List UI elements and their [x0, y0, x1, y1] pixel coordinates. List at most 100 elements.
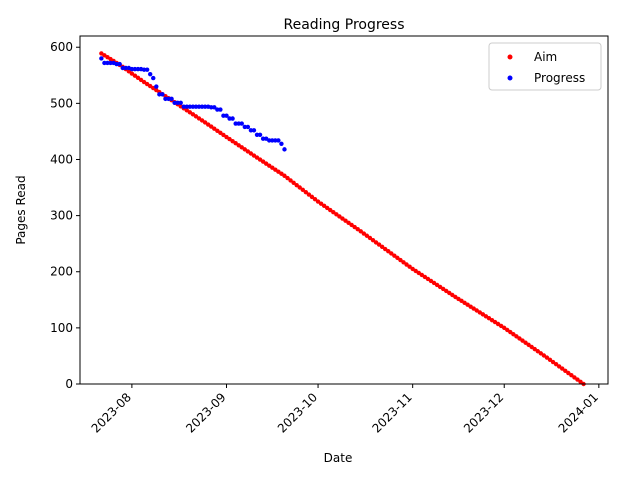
data-point [541, 353, 547, 358]
data-point [569, 373, 574, 378]
data-point [257, 132, 263, 137]
data-point [566, 370, 571, 376]
data-point [514, 334, 519, 339]
data-point [401, 260, 406, 265]
data-point [505, 327, 510, 333]
data-point [297, 185, 302, 190]
data-point [544, 355, 550, 360]
y-axis-label: Pages Read [14, 175, 28, 244]
data-point [321, 203, 327, 209]
data-point [294, 182, 299, 188]
data-point [144, 67, 150, 72]
data-point [227, 116, 232, 121]
data-point [196, 104, 202, 109]
data-point [578, 379, 583, 385]
data-point [260, 136, 266, 141]
data-point [575, 377, 580, 382]
data-point [535, 349, 541, 354]
plot-frame [79, 35, 609, 385]
data-point [556, 364, 562, 369]
legend-marker [507, 75, 513, 81]
data-point [209, 105, 214, 110]
data-point [358, 229, 363, 234]
data-point [108, 60, 113, 66]
data-point [572, 375, 577, 380]
data-point [218, 107, 223, 112]
data-point [337, 214, 342, 219]
data-point [376, 242, 382, 247]
data-point [242, 124, 248, 130]
data-point [221, 113, 226, 118]
data-point [511, 332, 516, 337]
data-point [154, 84, 159, 89]
data-point [383, 246, 388, 252]
data-point [343, 218, 348, 223]
data-point [334, 212, 339, 217]
data-point [245, 124, 251, 130]
data-point [135, 66, 141, 72]
y-tick-label: 200 [50, 265, 73, 279]
data-point [550, 359, 556, 365]
data-point [340, 216, 345, 221]
data-point [367, 235, 373, 241]
data-point [102, 60, 107, 66]
data-point [379, 244, 385, 250]
series-progress [99, 56, 287, 152]
data-point [270, 138, 275, 143]
data-point [315, 199, 321, 204]
data-point [560, 366, 565, 371]
data-point [526, 342, 531, 348]
data-point [224, 113, 229, 118]
data-point [389, 251, 394, 256]
legend-label: Aim [534, 50, 557, 64]
data-point [312, 197, 318, 202]
data-point [532, 346, 537, 352]
data-point [181, 104, 186, 109]
data-point [230, 116, 235, 121]
data-point [352, 224, 357, 230]
data-point [276, 138, 281, 143]
y-tick-label: 100 [50, 321, 73, 335]
data-point [163, 96, 168, 102]
data-point [151, 75, 156, 81]
legend-box [488, 42, 602, 91]
data-point [291, 180, 296, 186]
data-point [273, 138, 278, 143]
data-point [370, 237, 376, 243]
data-point [120, 65, 125, 71]
data-point [193, 104, 199, 109]
data-point [318, 201, 324, 206]
plot-area [99, 51, 586, 387]
data-point [105, 60, 110, 66]
data-point [325, 205, 330, 211]
data-point [404, 262, 409, 267]
data-point [157, 92, 162, 97]
data-point [166, 96, 171, 102]
data-point [187, 104, 193, 109]
data-point [395, 255, 400, 261]
data-point [215, 107, 220, 112]
data-point [282, 173, 287, 178]
data-point [178, 100, 183, 105]
data-point [529, 344, 534, 350]
data-point [328, 207, 333, 213]
y-tick-label: 400 [50, 152, 73, 166]
data-point [126, 69, 132, 74]
data-point [114, 61, 119, 67]
data-point [147, 71, 153, 77]
y-tick-label: 600 [50, 40, 73, 54]
data-point [517, 336, 522, 341]
data-point [141, 67, 147, 72]
data-point [355, 227, 360, 232]
data-point [99, 56, 104, 61]
data-point [288, 178, 293, 183]
data-point [547, 357, 553, 363]
data-point [563, 368, 568, 374]
data-point [346, 220, 351, 226]
chart-title: Reading Progress [283, 17, 404, 33]
data-point [251, 128, 257, 133]
data-point [508, 329, 513, 335]
data-point [520, 338, 525, 343]
data-point [199, 104, 205, 109]
